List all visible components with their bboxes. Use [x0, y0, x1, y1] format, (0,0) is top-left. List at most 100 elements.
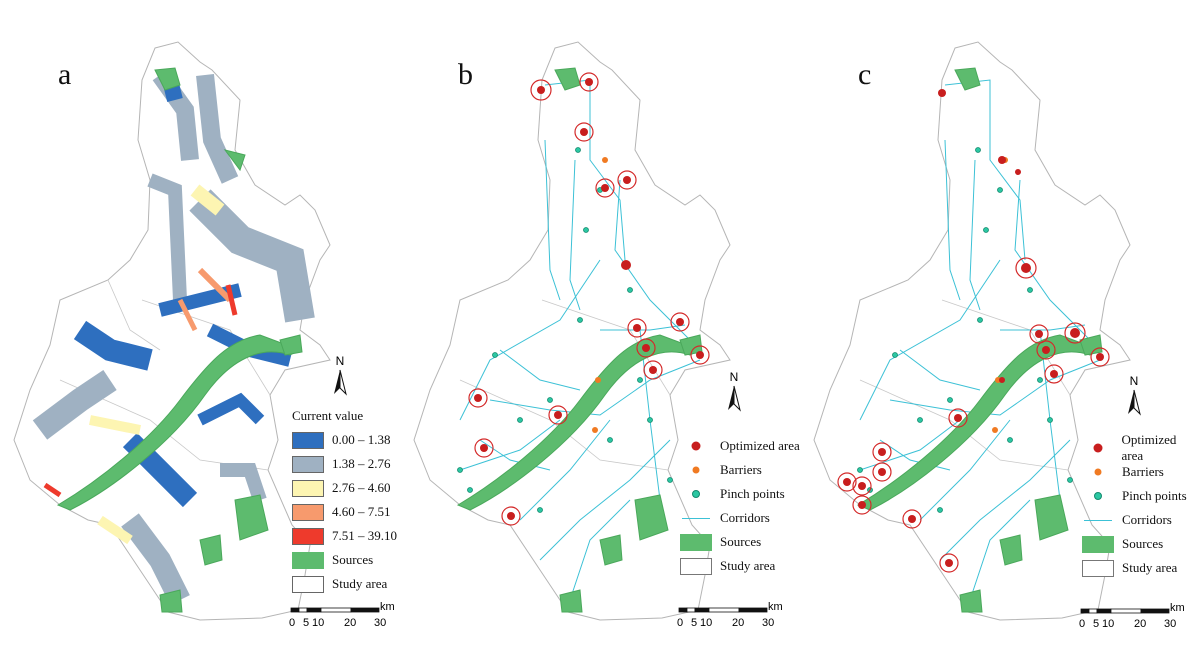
- legend-label: 2.76 – 4.60: [332, 480, 391, 495]
- barrier-symbol-icon: [680, 462, 712, 479]
- legend-item-optimized: Optimized area: [680, 434, 800, 458]
- scale-bar-a: km 0 5 10 20 30: [289, 601, 400, 630]
- optimized-areas-b: [468, 72, 710, 526]
- optimized-symbol-icon: [1082, 440, 1114, 457]
- legend-item-pinch: Pinch points: [680, 482, 800, 506]
- scale-tick-label: 30: [1164, 618, 1177, 630]
- legend-a-item: 4.60 – 7.51: [292, 500, 397, 524]
- scale-tick-label: 10: [312, 617, 325, 629]
- legend-swatch: [292, 455, 324, 473]
- legend-swatch: [292, 551, 324, 569]
- scale-tick-label: 10: [700, 617, 713, 629]
- scale-bar-graphic: [1080, 608, 1170, 614]
- legend-c: Optimized area Barriers Pinch points Corrid…: [1082, 432, 1200, 580]
- legend-label: 4.60 – 7.51: [332, 504, 391, 519]
- legend-item-corridor: Corridors: [680, 506, 800, 530]
- legend-a: Current value 0.00 – 1.38 1.38 – 2.76 2.76…: [292, 408, 397, 596]
- legend-label: Sources: [1122, 536, 1164, 551]
- scale-tick-label: 10: [1102, 618, 1115, 630]
- north-arrow-icon: [334, 369, 347, 396]
- scale-tick-label: 20: [732, 617, 745, 629]
- legend-swatch: [292, 575, 324, 593]
- legend-item-study: Study area: [680, 554, 800, 578]
- scale-tick-label: 5: [303, 617, 310, 629]
- legend-label: Study area: [332, 576, 388, 591]
- scale-tick-label: 0: [677, 617, 684, 629]
- legend-item-source: Sources: [1082, 532, 1200, 556]
- legend-item-barrier: Barriers: [1082, 460, 1200, 484]
- legend-item-optimized: Optimized area: [1082, 432, 1200, 463]
- legend-label: 7.51 – 39.10: [332, 528, 397, 543]
- panel-c-corridor-map: c N Optimized area Barriers Pinch points Co…: [800, 0, 1200, 669]
- legend-a-item: 0.00 – 1.38: [292, 428, 397, 452]
- legend-label: Pinch points: [1122, 488, 1187, 503]
- study-symbol-icon: [680, 557, 712, 575]
- scale-bar-graphic: [678, 607, 768, 613]
- legend-a-item: Study area: [292, 572, 397, 596]
- legend-swatch: [292, 431, 324, 449]
- scale-bar-b: km 0 5 10 20 30: [677, 601, 788, 630]
- north-arrow-a: N: [328, 354, 352, 400]
- legend-b: Optimized area Barriers Pinch points Corrid…: [680, 434, 800, 578]
- legend-a-item: Sources: [292, 548, 397, 572]
- legend-label: Sources: [720, 534, 762, 549]
- legend-item-pinch: Pinch points: [1082, 484, 1200, 508]
- legend-a-item: 7.51 – 39.10: [292, 524, 397, 548]
- north-arrow-icon: [728, 385, 741, 412]
- panel-a-current-map: a N Current value 0.00 – 1.38 1.38 – 2.76…: [0, 0, 400, 669]
- scale-tick-label: 0: [289, 617, 296, 629]
- study-area-outer: [13, 41, 331, 621]
- source-symbol-icon: [1082, 535, 1114, 553]
- scale-bar-graphic: [290, 607, 380, 613]
- north-label: N: [335, 354, 345, 368]
- scale-unit-label: km: [1170, 602, 1185, 614]
- legend-label: Study area: [1122, 560, 1178, 575]
- legend-label: 0.00 – 1.38: [332, 432, 391, 447]
- study-symbol-icon: [1082, 559, 1114, 577]
- scale-tick-label: 5: [691, 617, 698, 629]
- scale-tick-label: 20: [344, 617, 357, 629]
- corridor-symbol-icon: [680, 510, 712, 527]
- corridor-symbol-icon: [1082, 512, 1114, 529]
- scale-bar-c: km 0 5 10 20 30: [1079, 602, 1190, 631]
- legend-label: Corridors: [1122, 512, 1172, 527]
- corridor-map-b: [413, 41, 731, 621]
- barrier-symbol-icon: [1082, 464, 1114, 481]
- optimized-areas-c: [837, 89, 1110, 573]
- legend-item-barrier: Barriers: [680, 458, 800, 482]
- legend-label: Barriers: [1122, 464, 1164, 479]
- legend-label: Sources: [332, 552, 374, 567]
- panel-b-corridor-map: b N Optimized area Barriers Pinch points Co…: [400, 0, 800, 669]
- panel-label-a: a: [58, 58, 72, 91]
- scale-tick-label: 0: [1079, 618, 1086, 630]
- scale-unit-label: km: [768, 601, 783, 613]
- scale-tick-label: 30: [374, 617, 387, 629]
- scale-tick-label: 20: [1134, 618, 1147, 630]
- current-density-map: [13, 41, 331, 621]
- legend-item-source: Sources: [680, 530, 800, 554]
- north-label: N: [729, 370, 739, 384]
- north-arrow-icon: [1128, 389, 1141, 416]
- legend-label: Barriers: [720, 462, 762, 477]
- panel-label-b: b: [458, 58, 473, 91]
- legend-label: Optimized area: [720, 438, 800, 453]
- optimized-symbol-icon: [680, 438, 712, 455]
- north-arrow-b: N: [722, 370, 746, 416]
- legend-title: Current value: [292, 408, 364, 423]
- pinch-symbol-icon: [1082, 488, 1114, 505]
- legend-label: Optimized area: [1121, 432, 1177, 463]
- legend-label: Study area: [720, 558, 776, 573]
- legend-item-study: Study area: [1082, 556, 1200, 580]
- legend-a-item: 2.76 – 4.60: [292, 476, 397, 500]
- legend-item-corridor: Corridors: [1082, 508, 1200, 532]
- legend-label: Pinch points: [720, 486, 785, 501]
- corridor-map-c: [813, 41, 1131, 621]
- legend-swatch: [292, 479, 324, 497]
- scale-tick-label: 30: [762, 617, 775, 629]
- legend-label: 1.38 – 2.76: [332, 456, 391, 471]
- scale-tick-label: 5: [1093, 618, 1100, 630]
- source-symbol-icon: [680, 533, 712, 551]
- north-arrow-c: N: [1122, 374, 1146, 420]
- legend-label: Corridors: [720, 510, 770, 525]
- pinch-symbol-icon: [680, 486, 712, 503]
